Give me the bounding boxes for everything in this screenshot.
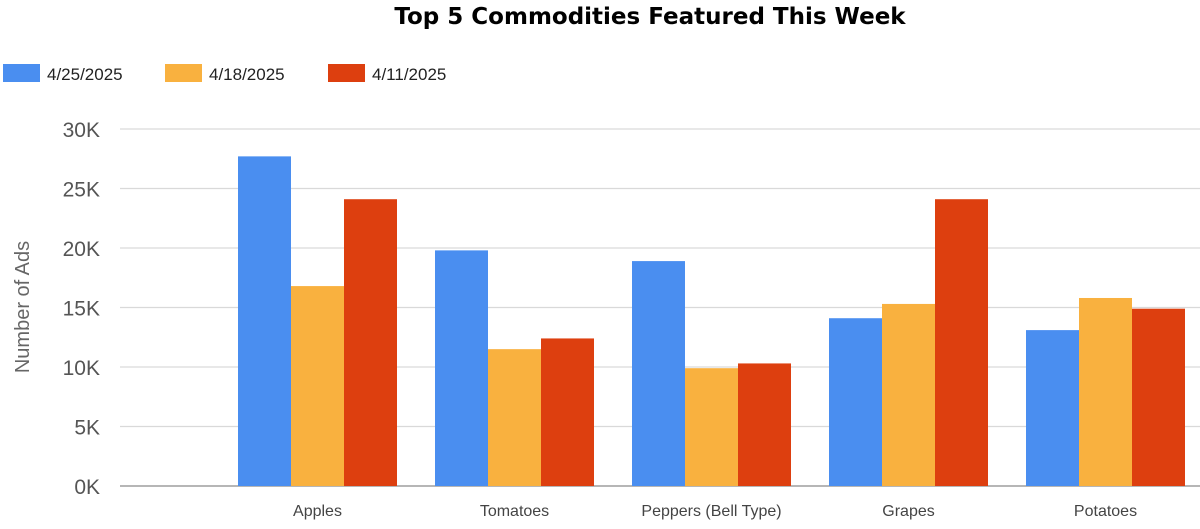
x-tick-label: Peppers (Bell Type) (641, 503, 781, 520)
bar (435, 250, 488, 486)
legend-label: 4/18/2025 (209, 65, 285, 84)
y-tick-label: 30K (63, 119, 100, 142)
bar (291, 286, 344, 486)
y-axis-ticks: 0K 5K 10K 15K 20K 25K 30K (63, 119, 100, 499)
x-tick-label: Tomatoes (480, 503, 549, 520)
legend-label: 4/25/2025 (47, 65, 123, 84)
y-axis-title: Number of Ads (12, 241, 34, 373)
legend: 4/25/2025 4/18/2025 4/11/2025 (3, 64, 446, 84)
bar (488, 349, 541, 486)
y-tick-label: 0K (74, 476, 100, 499)
bar (632, 261, 685, 486)
bar (541, 338, 594, 486)
x-tick-label: Grapes (882, 503, 934, 520)
bar (685, 368, 738, 486)
bar (882, 303, 935, 486)
bar (238, 156, 291, 486)
x-tick-label: Potatoes (1074, 503, 1137, 520)
y-tick-label: 20K (63, 238, 100, 261)
bar (1026, 330, 1079, 486)
y-tick-label: 15K (63, 298, 100, 321)
legend-swatch (165, 64, 202, 82)
y-tick-label: 25K (63, 179, 100, 202)
chart-title: Top 5 Commodities Featured This Week (394, 4, 906, 30)
legend-swatch (3, 64, 40, 82)
y-tick-label: 5K (74, 417, 100, 440)
bar (935, 199, 988, 486)
legend-label: 4/11/2025 (372, 65, 446, 84)
legend-swatch (328, 64, 365, 82)
bars (238, 156, 1185, 486)
x-axis-ticks: Apples Tomatoes Peppers (Bell Type) Grapes P… (293, 503, 1137, 520)
x-tick-label: Apples (293, 503, 342, 520)
y-tick-label: 10K (63, 357, 100, 380)
bar (1132, 308, 1185, 486)
bar (829, 318, 882, 486)
bar (1079, 297, 1132, 486)
bar (738, 363, 791, 486)
bar (344, 199, 397, 486)
